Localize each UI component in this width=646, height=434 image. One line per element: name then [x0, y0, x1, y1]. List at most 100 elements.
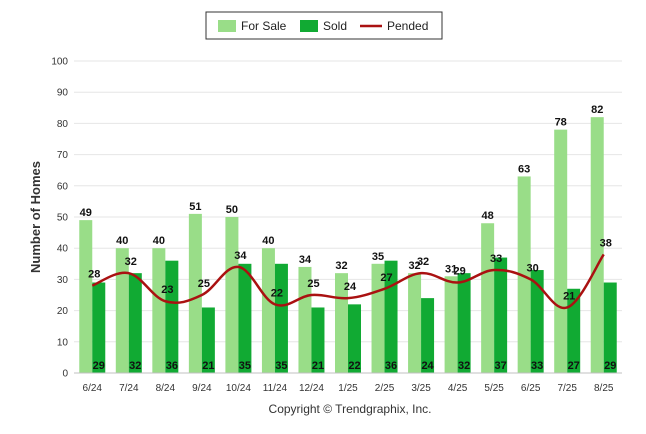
bar-sold [311, 307, 325, 373]
bars [79, 117, 617, 373]
data-label-for-sale: 40 [262, 235, 274, 247]
data-label-sold: 24 [421, 360, 434, 372]
data-label-pended: 30 [527, 262, 539, 274]
data-label-for-sale: 40 [153, 235, 165, 247]
bar-for-sale [298, 266, 312, 373]
legend-label-pended: Pended [387, 19, 428, 33]
bar-sold [494, 257, 508, 373]
x-tick-label: 7/24 [119, 383, 139, 394]
data-label-sold: 36 [385, 360, 397, 372]
data-label-sold: 37 [495, 360, 507, 372]
x-tick-label: 3/25 [411, 383, 431, 394]
y-tick-label: 100 [51, 57, 68, 68]
bar-for-sale [590, 117, 604, 373]
data-label-sold: 36 [166, 360, 178, 372]
data-label-for-sale: 50 [226, 204, 238, 216]
bar-sold [128, 273, 142, 373]
bar-sold [274, 263, 288, 373]
data-label-for-sale: 35 [372, 251, 384, 263]
x-tick-label: 5/25 [484, 383, 504, 394]
bar-sold [165, 260, 179, 373]
data-label-sold: 32 [458, 360, 470, 372]
legend: For Sale Sold Pended [205, 11, 443, 40]
y-tick-label: 0 [62, 369, 68, 380]
x-tick-label: 7/25 [557, 383, 577, 394]
data-label-pended: 23 [161, 284, 173, 296]
legend-label-sold: Sold [323, 19, 347, 33]
bar-for-sale [517, 176, 531, 373]
data-label-sold: 35 [275, 360, 287, 372]
bar-for-sale [152, 248, 166, 373]
data-label-sold: 32 [129, 360, 141, 372]
data-label-for-sale: 32 [408, 260, 420, 272]
data-label-pended: 25 [198, 278, 210, 290]
x-tick-label: 4/25 [448, 383, 468, 394]
bar-sold [92, 282, 106, 373]
pended-line-path [91, 253, 605, 310]
x-tick-label: 8/24 [156, 383, 176, 394]
x-tick-label: 11/24 [263, 383, 288, 394]
legend-label-for-sale: For Sale [241, 19, 287, 33]
bar-for-sale [481, 223, 495, 373]
data-label-pended: 34 [234, 250, 247, 262]
bar-sold [457, 273, 471, 373]
data-label-pended: 22 [271, 287, 283, 299]
data-label-for-sale: 40 [116, 235, 128, 247]
data-label-sold: 21 [312, 360, 324, 372]
bar-for-sale [554, 129, 568, 373]
bar-for-sale [444, 276, 458, 373]
copyright: Copyright © Trendgraphix, Inc. [269, 402, 432, 416]
data-label-pended: 38 [600, 237, 612, 249]
pended-line [91, 253, 605, 310]
y-tick-label: 90 [57, 88, 69, 99]
y-axis-label: Number of Homes [28, 161, 43, 273]
y-tick-label: 80 [57, 119, 69, 130]
data-label-sold: 29 [604, 360, 616, 372]
x-tick-label: 1/25 [338, 383, 358, 394]
data-label-sold: 27 [568, 360, 580, 372]
x-tick-label: 10/24 [226, 383, 251, 394]
y-tick-label: 60 [57, 181, 69, 192]
data-label-sold: 35 [239, 360, 251, 372]
legend-box [205, 11, 443, 40]
y-tick-label: 30 [57, 275, 69, 286]
data-label-pended: 21 [563, 290, 575, 302]
data-label-sold: 33 [531, 360, 543, 372]
bar-sold [603, 282, 617, 373]
y-tick-label: 20 [57, 306, 69, 317]
data-label-sold: 21 [202, 360, 214, 372]
bar-for-sale [261, 248, 275, 373]
bar-for-sale [225, 217, 239, 373]
legend-swatch-for-sale [218, 20, 236, 32]
bar-sold [421, 298, 435, 373]
bar-for-sale [408, 273, 422, 373]
bar-sold [530, 270, 544, 373]
data-label-pended: 32 [125, 256, 137, 268]
bar-for-sale [115, 248, 129, 373]
bar-sold [201, 307, 215, 373]
data-label-pended: 27 [380, 272, 392, 284]
bar-sold [348, 304, 361, 373]
data-label-sold: 22 [348, 360, 360, 372]
data-label-for-sale: 48 [482, 210, 494, 222]
x-tick-label: 6/25 [521, 383, 541, 394]
data-label-sold: 29 [93, 360, 105, 372]
bar-sold [238, 263, 252, 373]
data-label-pended: 24 [344, 281, 357, 293]
data-label-for-sale: 63 [518, 163, 530, 175]
x-tick-label: 8/25 [594, 383, 614, 394]
y-tick-label: 10 [57, 337, 69, 348]
y-tick-label: 70 [57, 150, 69, 161]
data-label-for-sale: 31 [445, 263, 457, 275]
data-label-for-sale: 51 [189, 201, 201, 213]
data-label-for-sale: 49 [80, 207, 92, 219]
axes: 0 10 20 30 40 50 60 70 80 90 100 6/24 7/24 8/24 9/24 10… [51, 57, 622, 394]
data-label-pended: 32 [417, 256, 429, 268]
data-label-pended: 25 [307, 278, 319, 290]
bar-sold [567, 288, 581, 373]
value-labels: 49 29 40 32 40 36 51 21 50 35 40 35 34 21 32 22 35 36 32 24… [80, 104, 617, 372]
x-tick-label: 12/24 [299, 383, 324, 394]
y-tick-label: 50 [57, 213, 69, 224]
data-label-pended: 28 [88, 269, 100, 281]
